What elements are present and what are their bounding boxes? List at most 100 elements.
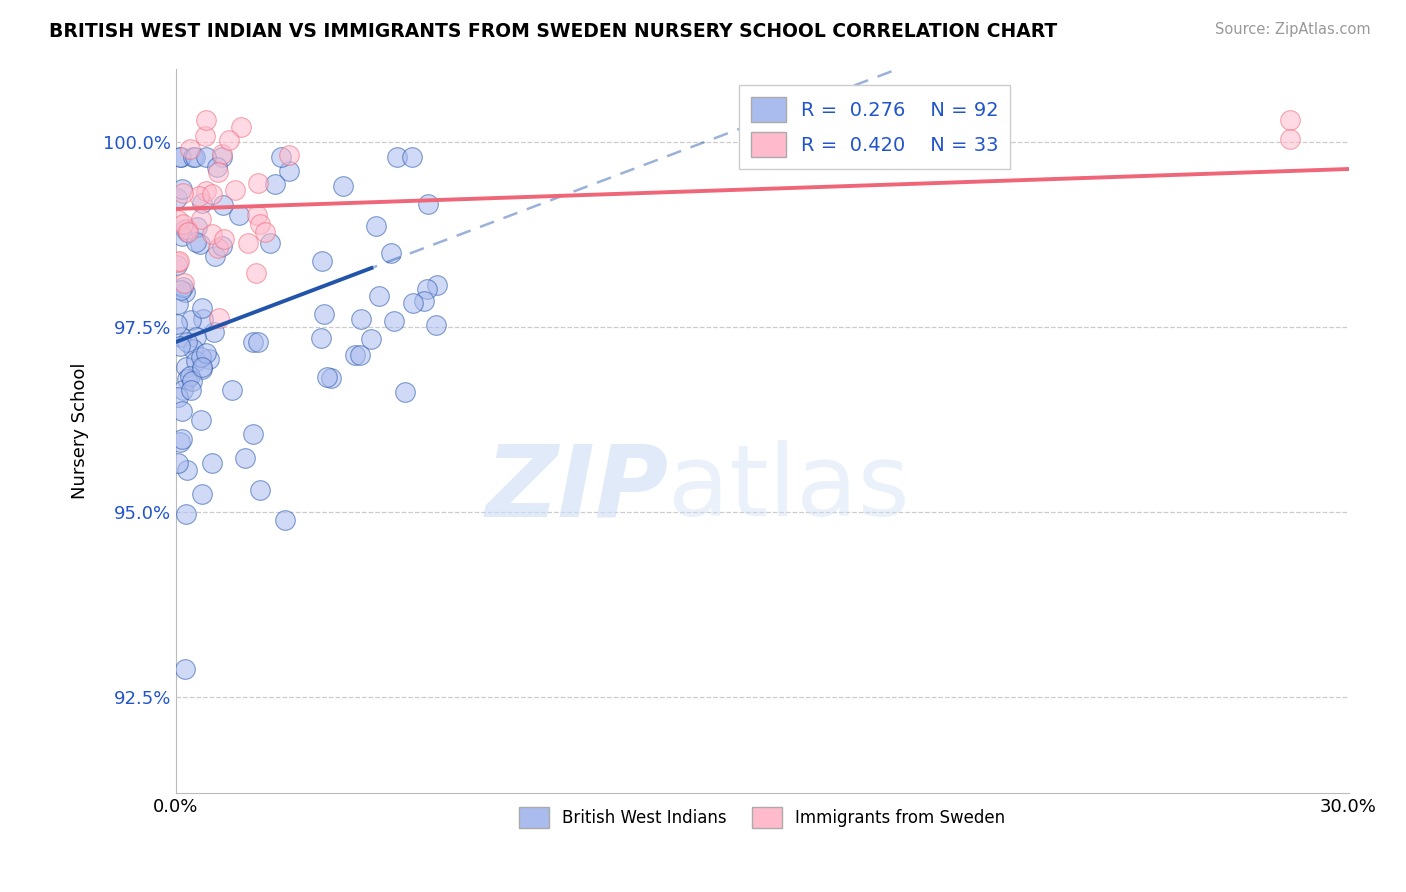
Point xyxy=(166,296,188,310)
Point xyxy=(166,317,188,331)
Point xyxy=(191,361,214,376)
Point xyxy=(174,222,197,236)
Point xyxy=(174,285,197,299)
Point xyxy=(1278,113,1301,128)
Point xyxy=(224,183,246,197)
Point xyxy=(188,237,211,252)
Point xyxy=(264,178,287,192)
Point xyxy=(218,133,240,147)
Point xyxy=(195,345,218,359)
Point xyxy=(167,456,190,470)
Point xyxy=(253,225,276,239)
Point xyxy=(201,187,224,202)
Point xyxy=(184,235,207,249)
Point xyxy=(311,330,333,344)
Point xyxy=(188,188,211,202)
Point xyxy=(246,334,269,349)
Point xyxy=(176,463,198,477)
Point xyxy=(181,150,204,164)
Point xyxy=(170,329,193,343)
Point xyxy=(167,255,190,269)
Point xyxy=(172,217,194,231)
Point xyxy=(181,374,204,388)
Point xyxy=(270,150,292,164)
Point xyxy=(169,253,191,268)
Point xyxy=(172,186,194,200)
Point xyxy=(366,219,388,233)
Point xyxy=(367,289,389,303)
Point xyxy=(278,147,301,161)
Point xyxy=(211,198,233,212)
Point xyxy=(360,332,382,346)
Point xyxy=(311,254,333,268)
Point xyxy=(233,451,256,466)
Point xyxy=(343,348,366,362)
Point xyxy=(194,128,217,143)
Point xyxy=(211,239,233,253)
Point xyxy=(229,120,252,134)
Point xyxy=(332,179,354,194)
Point xyxy=(194,113,217,128)
Point xyxy=(425,318,447,332)
Point xyxy=(174,507,197,521)
Point xyxy=(211,150,233,164)
Point xyxy=(207,164,229,178)
Point xyxy=(191,196,214,211)
Point xyxy=(172,181,194,195)
Point xyxy=(242,427,264,442)
Point xyxy=(190,487,212,501)
Text: BRITISH WEST INDIAN VS IMMIGRANTS FROM SWEDEN NURSERY SCHOOL CORRELATION CHART: BRITISH WEST INDIAN VS IMMIGRANTS FROM S… xyxy=(49,22,1057,41)
Point xyxy=(173,662,195,676)
Point xyxy=(394,384,416,399)
Point xyxy=(177,226,200,240)
Point xyxy=(312,307,335,321)
Point xyxy=(242,335,264,350)
Point xyxy=(385,150,408,164)
Point xyxy=(208,310,231,325)
Point xyxy=(181,342,204,356)
Point xyxy=(249,483,271,498)
Point xyxy=(245,266,267,280)
Point xyxy=(207,160,229,174)
Point xyxy=(184,150,207,164)
Point xyxy=(190,350,212,364)
Point xyxy=(201,456,224,470)
Point xyxy=(195,150,218,164)
Point xyxy=(172,403,194,417)
Point xyxy=(211,147,233,161)
Point xyxy=(319,370,342,384)
Point xyxy=(173,276,195,290)
Point xyxy=(212,232,235,246)
Point xyxy=(170,150,193,164)
Point xyxy=(184,354,207,368)
Point xyxy=(169,435,191,450)
Point xyxy=(179,368,201,383)
Point xyxy=(169,150,191,164)
Point xyxy=(167,390,190,404)
Point xyxy=(315,370,337,384)
Point xyxy=(190,212,212,227)
Point xyxy=(204,249,226,263)
Point xyxy=(191,359,214,374)
Point xyxy=(201,227,224,242)
Point xyxy=(259,235,281,250)
Point xyxy=(382,314,405,328)
Point xyxy=(166,191,188,205)
Point xyxy=(401,150,423,164)
Point xyxy=(190,412,212,426)
Point xyxy=(191,301,214,316)
Point xyxy=(380,246,402,260)
Point xyxy=(202,326,225,340)
Point xyxy=(207,241,229,255)
Point xyxy=(228,208,250,222)
Point xyxy=(412,294,434,309)
Point xyxy=(277,164,299,178)
Point xyxy=(176,221,198,235)
Point xyxy=(416,282,439,296)
Point xyxy=(176,225,198,239)
Point xyxy=(402,296,425,310)
Point xyxy=(193,312,215,326)
Legend: British West Indians, Immigrants from Sweden: British West Indians, Immigrants from Sw… xyxy=(512,800,1012,835)
Point xyxy=(170,283,193,297)
Point xyxy=(169,339,191,353)
